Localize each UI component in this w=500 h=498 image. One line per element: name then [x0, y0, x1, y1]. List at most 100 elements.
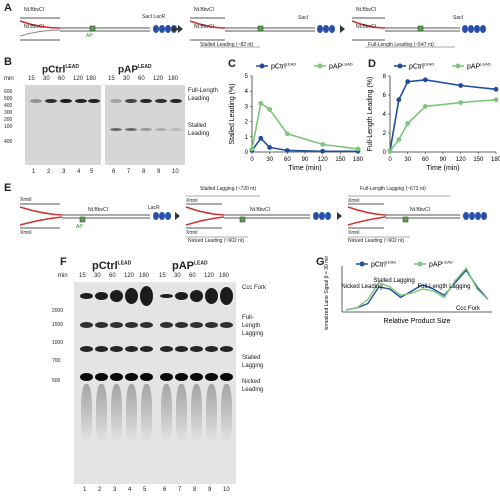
- panel-e-step2-xmn-bottom: XmnI: [186, 230, 198, 236]
- panel-g-legend-sup-1: LEAD: [442, 260, 453, 265]
- panel-f-time-6: 30: [174, 273, 181, 279]
- panel-c-xtick-label: 0: [250, 157, 254, 163]
- panel-e-arrow-2: [337, 212, 342, 220]
- panel-f-time-1: 30: [94, 273, 101, 279]
- panel-f-annotation-nicked: Nicked Leading: [242, 379, 264, 393]
- panel-c-ytick-label: 2: [245, 120, 249, 126]
- panel-g-label: G: [316, 256, 325, 268]
- panel-f-lane-1: 2: [98, 487, 102, 493]
- panel-a-step-3: [351, 17, 486, 48]
- panel-f-full-band: [110, 322, 123, 328]
- panel-f-ccc-band: [160, 294, 173, 298]
- panel-f-smear: [111, 384, 122, 444]
- panel-c-point: [258, 135, 264, 141]
- panel-b-full-band: [60, 99, 72, 103]
- panel-b-ladder-mark-1: 500: [4, 96, 13, 102]
- panel-c-point: [284, 131, 290, 137]
- panel-c-series-line-0: [251, 137, 358, 153]
- panel-a-ap-label: AP: [86, 33, 93, 39]
- panel-c-legend-text-0: pCtrlLEAD: [271, 62, 296, 71]
- panel-a-arrow-2: [340, 25, 345, 33]
- panel-b-ladder-mark-4: 200: [4, 117, 13, 123]
- panel-b-label: B: [4, 56, 12, 68]
- panel-b-stalled-band: [140, 128, 152, 131]
- panel-b-lane-5: 6: [112, 169, 116, 175]
- panel-g-annotation-1: Nicked Leading: [341, 284, 382, 290]
- panel-b-time-labels: 15 30 60 120 180 15 30 60 120 180: [27, 76, 187, 84]
- panel-f-stalled-band: [110, 346, 123, 352]
- panel-f-stalled-band: [160, 346, 173, 352]
- panel-e-step1-right-label: LacR: [148, 205, 160, 211]
- panel-c-xlabel: Time (min): [288, 165, 321, 172]
- panel-c-ytick-label: 3: [245, 104, 249, 110]
- panel-f-nicked-band: [125, 373, 138, 381]
- panel-f-stalled-band: [80, 346, 93, 352]
- panel-d-chart: 0 2 4 6 8 0 30 60 90 120 150 180 Time (min) Full-Leng…: [367, 62, 500, 173]
- panel-f-smear: [141, 384, 152, 444]
- panel-e-step2-mid-label: Nt.BbvCI: [250, 207, 271, 213]
- panel-b-time-0: 15: [28, 76, 35, 82]
- panel-e-step1-xmn-top: XmnI: [20, 197, 32, 203]
- panel-a-step2-label-bottom: Nt.BbvCI: [194, 24, 215, 30]
- panel-f-time-2: 60: [109, 273, 116, 279]
- panel-b-lane-4: 5: [90, 169, 94, 175]
- panel-f-full-band: [190, 322, 203, 328]
- panel-d-legend-marker-0: [397, 63, 403, 69]
- panel-d-legend-marker-1: [455, 63, 461, 69]
- panel-b-time-3: 120: [73, 76, 84, 82]
- panel-d-legend-sup-1: LEAD: [480, 62, 491, 67]
- panel-d-legend-text-1: pAPLEAD: [467, 62, 491, 71]
- panel-b-lane-numbers: 1 2 3 4 5 6 7 8 9 10: [27, 169, 187, 177]
- panel-f-smear: [176, 384, 187, 444]
- panel-b-stalled-band: [155, 128, 167, 131]
- panel-g-annotation-3: Ccc Fork: [456, 306, 481, 312]
- panel-c-legend-sup-0: LEAD: [286, 62, 297, 67]
- panel-f-smear: [206, 384, 217, 444]
- panel-f-stalled-band: [205, 346, 218, 352]
- panel-f-full-band: [160, 322, 173, 328]
- panel-b-left-title: pCtrlLEAD: [42, 64, 79, 76]
- panel-a-step1-label-bottom: Nt.BbvCI: [24, 24, 45, 30]
- panel-f-time-9: 180: [219, 273, 230, 279]
- panel-c-xtick-label: 30: [266, 157, 273, 163]
- panel-d-xtick-label: 30: [404, 157, 411, 163]
- panel-d-legend-text-0: pCtrlLEAD: [409, 62, 434, 71]
- panel-f-nicked-band: [95, 373, 108, 381]
- panel-d-point: [396, 137, 402, 143]
- panel-d-xtick-label: 60: [422, 157, 429, 163]
- panel-g-xlabel: Relative Product Size: [384, 318, 451, 325]
- panel-a-step3-label-bottom: Nt.BbvCI: [356, 24, 377, 30]
- panel-b-lane-7: 8: [142, 169, 146, 175]
- panel-f-lane-6: 7: [178, 487, 182, 493]
- panel-g-annotation-2: Full-Length Lagging: [417, 284, 470, 290]
- panel-f-smear: [81, 384, 92, 444]
- panel-f-ccc-band: [190, 290, 203, 302]
- panel-a-diagram: [19, 17, 486, 48]
- panel-a-step1-label-top: Nt.BbvCI: [24, 7, 45, 13]
- panel-f-lane-7: 8: [193, 487, 197, 493]
- panel-b-time-7: 60: [138, 76, 145, 82]
- panel-c-legend-marker-0: [259, 63, 265, 69]
- panel-b-time-6: 30: [123, 76, 130, 82]
- panel-e-step3-caption-top: Full-Length Lagging (~672 nt): [360, 186, 426, 192]
- panel-c-xtick-label: 150: [335, 157, 346, 163]
- panel-d-xlabel: Time (min): [426, 165, 459, 172]
- panel-a-step2-caption: Stalled Leading (~82 nt): [200, 42, 254, 48]
- panel-d-point: [422, 104, 428, 109]
- panel-f-stalled-band: [175, 346, 188, 352]
- panel-f-lane-9: 10: [223, 487, 230, 493]
- panel-b-lane-2: 3: [62, 169, 66, 175]
- panel-b-stalled-band: [110, 128, 122, 131]
- panel-a-arrow-1: [178, 25, 183, 33]
- panel-c-point: [355, 146, 361, 152]
- panel-d-ytick-label: 6: [383, 93, 387, 99]
- panel-a-step2-label-top: Nt.BbvCI: [194, 7, 215, 13]
- panel-f-left-title: pCtrlLEAD: [92, 260, 132, 272]
- panel-c-xtick-label: 120: [318, 157, 329, 163]
- panel-g-annotation-0: Stalled Lagging: [373, 278, 414, 284]
- panel-a-step3-label-top: Nt.BbvCI: [356, 7, 377, 13]
- panel-b-lane-1: 2: [47, 169, 51, 175]
- panel-d-series-line-1: [389, 98, 497, 152]
- panel-c-xtick-label: 60: [284, 157, 291, 163]
- panel-f-ladder-mark-4: 500: [52, 378, 61, 384]
